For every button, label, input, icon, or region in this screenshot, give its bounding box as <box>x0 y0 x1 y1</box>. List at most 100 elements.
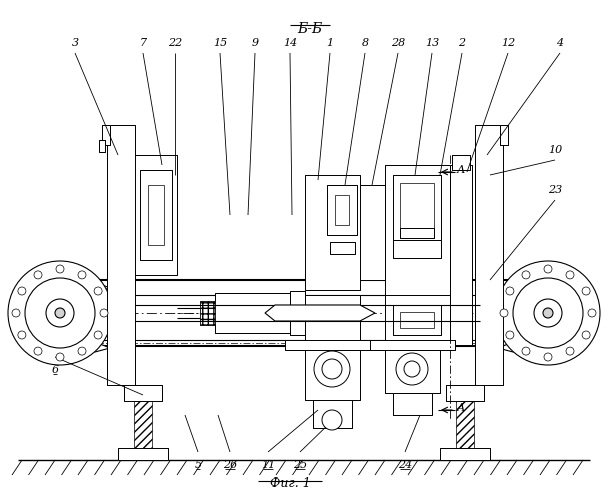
Bar <box>393 240 441 258</box>
Bar <box>305 295 360 345</box>
Bar <box>385 165 450 295</box>
Bar <box>452 155 470 170</box>
Bar <box>330 242 355 254</box>
Circle shape <box>506 331 514 339</box>
Bar <box>118 448 168 460</box>
Bar <box>440 448 490 460</box>
Circle shape <box>522 347 530 355</box>
Bar <box>102 125 110 145</box>
Circle shape <box>534 299 562 327</box>
Circle shape <box>25 278 95 348</box>
Text: 1: 1 <box>326 38 334 48</box>
Circle shape <box>513 278 583 348</box>
Bar <box>446 385 484 401</box>
Text: 6: 6 <box>52 365 58 375</box>
Bar <box>99 140 105 152</box>
Bar <box>124 385 162 401</box>
Bar <box>400 228 434 238</box>
Bar <box>370 340 455 350</box>
Bar <box>135 155 177 275</box>
Circle shape <box>522 271 530 279</box>
Text: 26: 26 <box>223 460 237 470</box>
Text: 9: 9 <box>252 38 258 48</box>
Text: А: А <box>457 403 465 413</box>
Text: 12: 12 <box>501 38 515 48</box>
Bar <box>400 312 434 328</box>
Circle shape <box>18 287 26 295</box>
Bar <box>330 242 355 254</box>
Bar <box>475 125 503 385</box>
Text: А: А <box>457 165 465 175</box>
Polygon shape <box>498 280 583 295</box>
Bar <box>440 448 490 460</box>
Bar <box>452 155 470 170</box>
Bar <box>327 185 357 235</box>
Bar <box>360 185 385 280</box>
Bar <box>140 170 172 260</box>
Bar <box>385 295 450 345</box>
Text: 7: 7 <box>139 38 147 48</box>
Bar <box>393 305 441 335</box>
Bar <box>393 175 441 240</box>
Circle shape <box>322 359 342 379</box>
Polygon shape <box>498 340 583 352</box>
Text: 10: 10 <box>548 145 562 155</box>
Bar <box>305 345 360 400</box>
Circle shape <box>544 353 552 361</box>
Bar <box>215 293 295 333</box>
Text: Фиг. 1: Фиг. 1 <box>269 477 310 490</box>
Circle shape <box>100 309 108 317</box>
Circle shape <box>566 347 574 355</box>
Text: 3: 3 <box>71 38 78 48</box>
Circle shape <box>496 261 600 365</box>
Text: 15: 15 <box>213 38 227 48</box>
Bar <box>385 165 450 295</box>
Bar <box>148 185 164 245</box>
Circle shape <box>78 271 86 279</box>
Circle shape <box>55 308 65 318</box>
Bar <box>393 175 441 240</box>
Bar <box>200 301 215 325</box>
Bar <box>500 125 508 145</box>
Circle shape <box>56 265 64 273</box>
Circle shape <box>18 331 26 339</box>
Bar <box>327 185 357 235</box>
Bar <box>140 170 172 260</box>
Polygon shape <box>265 305 375 321</box>
Circle shape <box>322 410 342 430</box>
Circle shape <box>56 353 64 361</box>
Text: 13: 13 <box>425 38 439 48</box>
Text: 2: 2 <box>458 38 466 48</box>
Bar <box>305 175 360 290</box>
Bar <box>313 400 352 428</box>
Circle shape <box>8 261 112 365</box>
Bar <box>215 293 295 333</box>
Circle shape <box>582 287 590 295</box>
Circle shape <box>566 271 574 279</box>
Bar <box>305 175 360 290</box>
Bar <box>102 125 110 145</box>
Bar <box>385 345 440 393</box>
Bar <box>124 385 162 401</box>
Bar <box>500 125 508 145</box>
Circle shape <box>506 287 514 295</box>
Bar <box>385 345 440 393</box>
Text: 25: 25 <box>293 460 307 470</box>
Text: 24: 24 <box>398 460 412 470</box>
Text: 4: 4 <box>556 38 564 48</box>
Bar <box>370 340 455 350</box>
Bar <box>290 291 305 335</box>
Text: 23: 23 <box>548 185 562 195</box>
Circle shape <box>46 299 74 327</box>
Bar <box>385 295 450 345</box>
Bar <box>475 125 503 385</box>
Circle shape <box>543 308 553 318</box>
Circle shape <box>544 265 552 273</box>
Text: 22: 22 <box>168 38 182 48</box>
Bar <box>450 165 472 345</box>
Text: Б-Б: Б-Б <box>297 22 323 36</box>
Text: 28: 28 <box>391 38 405 48</box>
Text: 5: 5 <box>195 460 202 470</box>
Bar <box>446 385 484 401</box>
Text: 11: 11 <box>261 460 275 470</box>
